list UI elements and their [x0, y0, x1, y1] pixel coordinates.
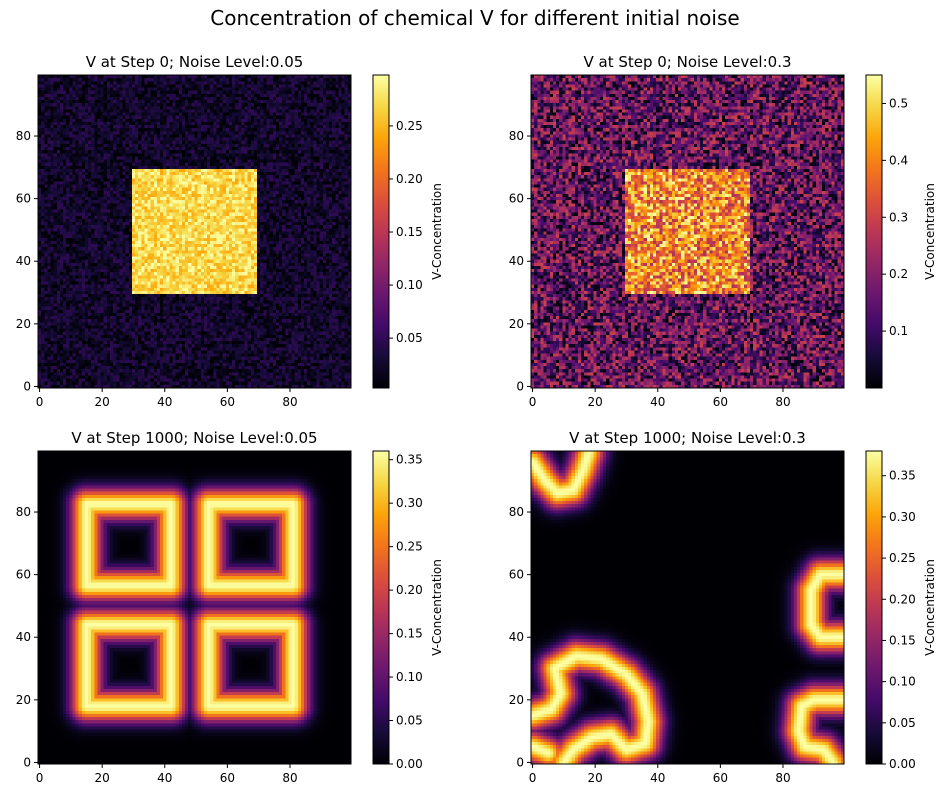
- y-tick-label: 60: [509, 192, 524, 206]
- x-tick-label: 60: [220, 771, 235, 785]
- y-tick-label: 60: [509, 568, 524, 582]
- x-tick-label: 20: [95, 771, 110, 785]
- y-tick-label: 0: [516, 379, 524, 393]
- y-tick-label: 80: [16, 505, 31, 519]
- colorbar-tick-label: 0.15: [889, 633, 916, 647]
- heatmap-image: [531, 75, 844, 388]
- figure-suptitle: Concentration of chemical V for differen…: [210, 6, 739, 30]
- colorbar-label: V-Concentration: [923, 559, 937, 656]
- y-tick-label: 20: [509, 693, 524, 707]
- colorbar-tick-label: 0.05: [396, 331, 423, 345]
- x-tick-label: 80: [282, 771, 297, 785]
- x-tick-label: 40: [650, 395, 665, 409]
- subplot-title: V at Step 1000; Noise Level:0.3: [569, 429, 806, 447]
- axes-frame: [37, 450, 352, 765]
- colorbar-tick-label: 0.4: [889, 153, 908, 167]
- axes-frame: [530, 450, 845, 765]
- heatmap-image: [38, 451, 351, 764]
- colorbar-tick-label: 0.10: [889, 675, 916, 689]
- colorbar-tick-label: 0.00: [889, 757, 916, 771]
- y-tick-label: 80: [509, 505, 524, 519]
- colorbar-tick-label: 0.30: [889, 510, 916, 524]
- heatmap-image: [38, 75, 351, 388]
- colorbar-tick-label: 0.05: [889, 716, 916, 730]
- subplot-title: V at Step 0; Noise Level:0.3: [583, 53, 791, 71]
- x-tick-label: 20: [95, 395, 110, 409]
- colorbar-tick-label: 0.20: [396, 583, 423, 597]
- colorbar-label: V-Concentration: [430, 183, 444, 280]
- colorbar-tick-label: 0.10: [396, 278, 423, 292]
- x-tick-label: 80: [282, 395, 297, 409]
- colorbar-tick-label: 0.05: [396, 714, 423, 728]
- y-tick-label: 60: [16, 568, 31, 582]
- axes-frame: [530, 74, 845, 389]
- panels: V at Step 0; Noise Level:0.05 0 20 40 60 80 0 2…: [16, 53, 937, 785]
- subplot-3: V at Step 1000; Noise Level:0.05 0 20 40 60 8…: [16, 429, 444, 785]
- x-tick-label: 40: [157, 395, 172, 409]
- y-tick-label: 60: [16, 192, 31, 206]
- x-tick-label: 20: [588, 771, 603, 785]
- y-tick-label: 20: [509, 317, 524, 331]
- x-tick-label: 0: [529, 771, 537, 785]
- colorbar-tick-label: 0.35: [889, 469, 916, 483]
- y-tick-label: 40: [16, 630, 31, 644]
- x-tick-label: 0: [36, 771, 44, 785]
- colorbar-tick-label: 0.30: [396, 496, 423, 510]
- x-tick-label: 60: [220, 395, 235, 409]
- y-tick-label: 80: [509, 129, 524, 143]
- colorbar-tick-label: 0.35: [396, 453, 423, 467]
- colorbar-tick-label: 0.1: [889, 324, 908, 338]
- y-tick-label: 80: [16, 129, 31, 143]
- colorbar-tick-label: 0.25: [396, 540, 423, 554]
- heatmap-image: [531, 451, 844, 764]
- x-tick-label: 40: [157, 771, 172, 785]
- y-tick-label: 0: [23, 379, 31, 393]
- x-tick-label: 80: [775, 771, 790, 785]
- x-tick-label: 20: [588, 395, 603, 409]
- colorbar-tick-label: 0.10: [396, 670, 423, 684]
- colorbar: [372, 450, 390, 765]
- colorbar: [865, 450, 883, 765]
- y-tick-label: 40: [509, 254, 524, 268]
- colorbar-tick-label: 0.5: [889, 96, 908, 110]
- colorbar: [372, 74, 390, 389]
- colorbar-tick-label: 0.15: [396, 225, 423, 239]
- colorbar-tick-label: 0.15: [396, 627, 423, 641]
- y-tick-label: 40: [16, 254, 31, 268]
- x-tick-label: 60: [713, 395, 728, 409]
- axes-frame: [37, 74, 352, 389]
- colorbar-tick-label: 0.2: [889, 267, 908, 281]
- subplot-1: V at Step 0; Noise Level:0.05 0 20 40 60 80 0 2…: [16, 53, 444, 409]
- x-tick-label: 60: [713, 771, 728, 785]
- colorbar-tick-label: 0.25: [889, 551, 916, 565]
- x-tick-label: 40: [650, 771, 665, 785]
- subplot-2: V at Step 0; Noise Level:0.3 0 20 40 60 80 0 20…: [509, 53, 937, 409]
- y-tick-label: 20: [16, 693, 31, 707]
- colorbar-tick-label: 0.20: [889, 592, 916, 606]
- colorbar-label: V-Concentration: [430, 559, 444, 656]
- subplot-title: V at Step 0; Noise Level:0.05: [86, 53, 304, 71]
- y-tick-label: 0: [516, 755, 524, 769]
- x-tick-label: 0: [529, 395, 537, 409]
- colorbar-tick-label: 0.25: [396, 119, 423, 133]
- y-tick-label: 40: [509, 630, 524, 644]
- colorbar-tick-label: 0.20: [396, 172, 423, 186]
- colorbar-tick-label: 0.3: [889, 210, 908, 224]
- colorbar: [865, 74, 883, 389]
- subplot-4: V at Step 1000; Noise Level:0.3 0 20 40 60 80…: [509, 429, 937, 785]
- colorbar-label: V-Concentration: [923, 183, 937, 280]
- x-tick-label: 80: [775, 395, 790, 409]
- colorbar-tick-label: 0.00: [396, 757, 423, 771]
- x-tick-label: 0: [36, 395, 44, 409]
- y-tick-label: 20: [16, 317, 31, 331]
- subplot-title: V at Step 1000; Noise Level:0.05: [71, 429, 317, 447]
- y-tick-label: 0: [23, 755, 31, 769]
